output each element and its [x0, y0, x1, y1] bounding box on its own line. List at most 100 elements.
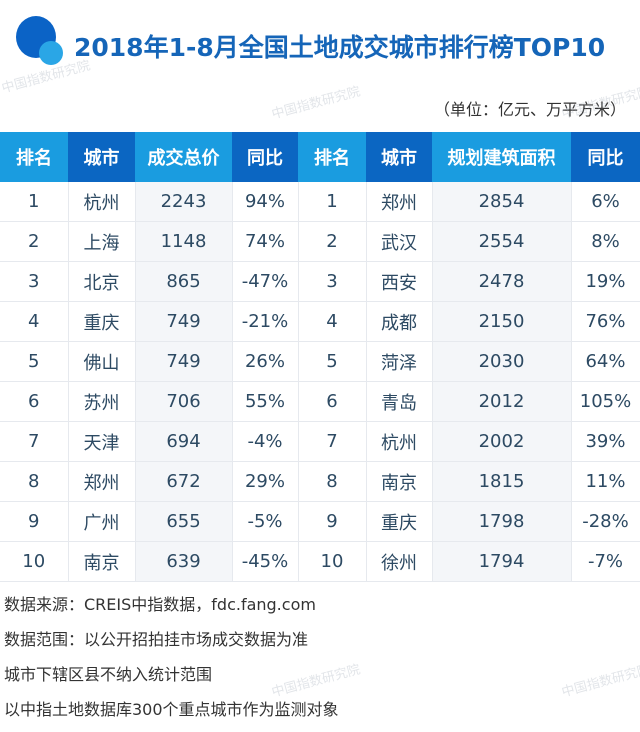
yoy-cell: -28% [571, 501, 640, 542]
total-price-cell: 2243 [135, 182, 233, 222]
footer-data-scope: 数据范围：以公开招拍挂市场成交数据为准 [4, 630, 309, 649]
yoy-cell: 6% [571, 182, 640, 222]
yoy-cell: 74% [232, 221, 299, 262]
city-cell: 西安 [366, 261, 433, 302]
rank-cell: 6 [0, 381, 69, 422]
total-price-cell: 655 [135, 501, 233, 542]
footer-exclusion-note: 城市下辖区县不纳入统计范围 [4, 665, 213, 684]
city-cell: 菏泽 [366, 341, 433, 382]
total-price-cell: 749 [135, 341, 233, 382]
col-header-planned-area: 规划建筑面积 [432, 132, 571, 182]
yoy-cell: -5% [232, 501, 299, 542]
city-cell: 徐州 [366, 541, 433, 582]
city-cell: 天津 [68, 421, 136, 462]
city-cell: 广州 [68, 501, 136, 542]
yoy-cell: -47% [232, 261, 299, 302]
table-row: 10 南京 639 -45% 10 徐州 1794 -7% [0, 541, 640, 582]
footer-data-source: 数据来源：CREIS中指数据，fdc.fang.com [4, 595, 316, 614]
title-bar: 2018年1-8月全国土地成交城市排行榜TOP10 [0, 0, 640, 90]
rank-cell: 5 [298, 341, 367, 382]
col-header-city: 城市 [366, 132, 432, 182]
yoy-cell: -21% [232, 301, 299, 342]
planned-area-cell: 2150 [432, 301, 572, 342]
table-row: 8 郑州 672 29% 8 南京 1815 11% [0, 461, 640, 502]
yoy-cell: -45% [232, 541, 299, 582]
city-cell: 苏州 [68, 381, 136, 422]
footer-monitoring-note: 以中指土地数据库300个重点城市作为监测对象 [4, 700, 339, 719]
rank-cell: 2 [0, 221, 69, 262]
logo-icon [16, 16, 66, 66]
rank-cell: 1 [0, 182, 69, 222]
table-row: 9 广州 655 -5% 9 重庆 1798 -28% [0, 501, 640, 542]
yoy-cell: 55% [232, 381, 299, 422]
yoy-cell: 76% [571, 301, 640, 342]
planned-area-cell: 2854 [432, 182, 572, 222]
planned-area-cell: 1798 [432, 501, 572, 542]
yoy-cell: -4% [232, 421, 299, 462]
total-price-cell: 639 [135, 541, 233, 582]
total-price-cell: 865 [135, 261, 233, 302]
city-cell: 郑州 [366, 182, 433, 222]
table-header-row: 排名 城市 成交总价 同比 排名 城市 规划建筑面积 同比 [0, 132, 640, 182]
planned-area-cell: 2554 [432, 221, 572, 262]
table-row: 1 杭州 2243 94% 1 郑州 2854 6% [0, 182, 640, 222]
city-cell: 郑州 [68, 461, 136, 502]
planned-area-cell: 2478 [432, 261, 572, 302]
yoy-cell: 8% [571, 221, 640, 262]
table-row: 6 苏州 706 55% 6 青岛 2012 105% [0, 381, 640, 422]
rank-cell: 10 [298, 541, 367, 582]
col-header-yoy: 同比 [232, 132, 298, 182]
city-cell: 佛山 [68, 341, 136, 382]
total-price-cell: 749 [135, 301, 233, 342]
rank-cell: 2 [298, 221, 367, 262]
rank-cell: 5 [0, 341, 69, 382]
yoy-cell: 29% [232, 461, 299, 502]
rank-cell: 8 [298, 461, 367, 502]
table-row: 4 重庆 749 -21% 4 成都 2150 76% [0, 301, 640, 342]
rank-cell: 10 [0, 541, 69, 582]
table-row: 2 上海 1148 74% 2 武汉 2554 8% [0, 221, 640, 262]
total-price-cell: 672 [135, 461, 233, 502]
unit-label: （单位：亿元、万平方米） [433, 100, 626, 119]
planned-area-cell: 2012 [432, 381, 572, 422]
watermark: 中国指数研究院 [560, 662, 640, 701]
planned-area-cell: 1815 [432, 461, 572, 502]
city-cell: 上海 [68, 221, 136, 262]
rank-cell: 9 [0, 501, 69, 542]
footer-notes: 数据来源：CREIS中指数据，fdc.fang.com 数据范围：以公开招拍挂市… [4, 592, 339, 732]
table-row: 5 佛山 749 26% 5 菏泽 2030 64% [0, 341, 640, 382]
city-cell: 武汉 [366, 221, 433, 262]
col-header-total-price: 成交总价 [135, 132, 232, 182]
city-cell: 成都 [366, 301, 433, 342]
yoy-cell: -7% [571, 541, 640, 582]
yoy-cell: 105% [571, 381, 640, 422]
yoy-cell: 11% [571, 461, 640, 502]
col-header-rank: 排名 [0, 132, 68, 182]
logo-small-circle [39, 41, 63, 65]
city-cell: 南京 [366, 461, 433, 502]
rank-cell: 3 [0, 261, 69, 302]
city-cell: 重庆 [366, 501, 433, 542]
city-cell: 青岛 [366, 381, 433, 422]
table-row: 3 北京 865 -47% 3 西安 2478 19% [0, 261, 640, 302]
city-cell: 南京 [68, 541, 136, 582]
page-title: 2018年1-8月全国土地成交城市排行榜TOP10 [74, 33, 606, 62]
rank-cell: 6 [298, 381, 367, 422]
planned-area-cell: 2030 [432, 341, 572, 382]
city-cell: 杭州 [366, 421, 433, 462]
rank-cell: 1 [298, 182, 367, 222]
yoy-cell: 64% [571, 341, 640, 382]
rank-cell: 7 [0, 421, 69, 462]
yoy-cell: 39% [571, 421, 640, 462]
total-price-cell: 706 [135, 381, 233, 422]
table-row: 7 天津 694 -4% 7 杭州 2002 39% [0, 421, 640, 462]
rank-cell: 4 [0, 301, 69, 342]
yoy-cell: 26% [232, 341, 299, 382]
col-header-yoy: 同比 [571, 132, 640, 182]
rank-cell: 7 [298, 421, 367, 462]
rank-cell: 3 [298, 261, 367, 302]
planned-area-cell: 2002 [432, 421, 572, 462]
total-price-cell: 694 [135, 421, 233, 462]
col-header-city: 城市 [68, 132, 135, 182]
rank-cell: 8 [0, 461, 69, 502]
